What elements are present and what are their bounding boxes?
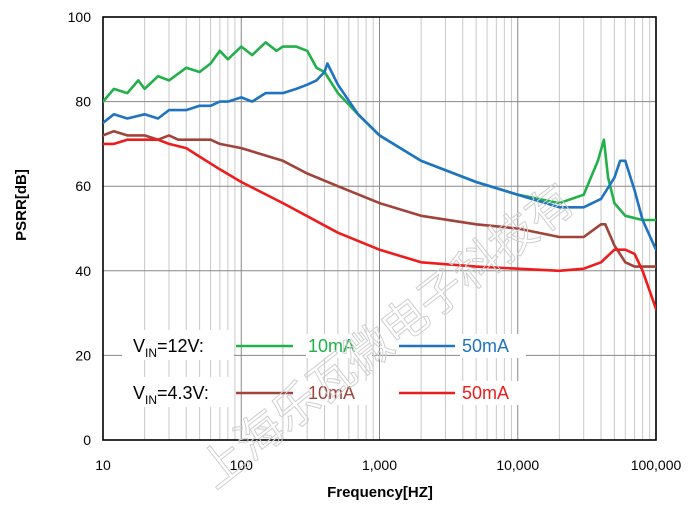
x-tick-label: 100	[230, 457, 254, 473]
series-line-2	[103, 62, 656, 251]
legend-label: 50mA	[462, 336, 509, 356]
x-tick-label: 10	[95, 457, 111, 473]
y-tick-label: 80	[75, 94, 91, 110]
x-tick-label: 100,000	[631, 457, 682, 473]
tick-labels: 10 100 1,000 10,000 100,000 0 20 40 60 80 100	[68, 9, 682, 473]
legend-label-bg	[460, 334, 526, 358]
grid	[103, 17, 656, 440]
x-tick-label: 10,000	[496, 457, 539, 473]
legend-label-bg	[306, 334, 372, 358]
x-axis-title: Frequency[HZ]	[327, 484, 433, 501]
legend-condition: VIN=12V:	[133, 336, 204, 360]
legend-label-bg	[460, 381, 526, 405]
x-tick-label: 1,000	[362, 457, 397, 473]
y-tick-label: 0	[83, 432, 91, 448]
legend-label: 50mA	[462, 383, 509, 403]
legend-label: 10mA	[308, 383, 355, 403]
series-line-1	[103, 41, 656, 222]
y-tick-label: 20	[75, 347, 91, 363]
legend: VIN=12V: 10mA 50mA VIN=4.3V: 10mA 50mA	[122, 330, 526, 407]
plot-frame	[102, 16, 657, 441]
legend-condition-bg	[122, 377, 234, 407]
series-line-4	[103, 138, 656, 311]
series-layer	[103, 41, 656, 311]
y-tick-label: 100	[68, 9, 92, 25]
y-axis-title: PSRR[dB]	[13, 169, 30, 241]
y-tick-label: 40	[75, 263, 91, 279]
legend-label: 10mA	[308, 336, 355, 356]
y-tick-label: 60	[75, 178, 91, 194]
series-line-3	[103, 129, 656, 268]
legend-label-bg	[306, 381, 372, 405]
legend-condition: VIN=4.3V:	[133, 383, 209, 407]
legend-condition-bg	[122, 330, 234, 360]
